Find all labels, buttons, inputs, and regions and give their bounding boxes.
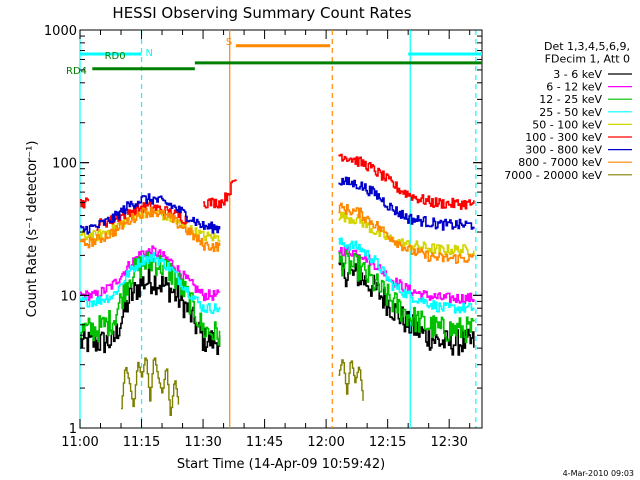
series-3-line [80,252,221,314]
legend: Det 1,3,4,5,6,9,FDecim 1, Att 0 3 - 6 keV… [504,40,632,182]
state-bars: N S RD0 RD4 [66,37,482,77]
y-axis-label: Count Rate (s⁻¹ detector⁻¹) [25,141,40,318]
series-7-line [338,202,475,264]
legend-entry-label: 300 - 800 keV [525,144,602,157]
series-7 [80,202,475,264]
series-5-line [203,179,237,209]
x-axis-ticks: 11:00 11:15 11:30 11:45 12:00 12:15 12:30 [61,30,471,450]
x-tick-label: 11:30 [184,435,221,450]
legend-header: FDecim 1, Att 0 [545,53,630,66]
chart-title: HESSI Observing Summary Count Rates [112,4,411,22]
y-axis-ticks: 1 10 100 1000 [44,24,482,437]
series-3 [80,237,475,314]
y-tick-label: 100 [52,157,77,172]
series-6-line [338,176,475,231]
legend-entry-label: 100 - 300 keV [525,131,602,144]
data-series [80,153,475,416]
x-tick-label: 11:15 [123,435,160,450]
series-1-line [338,246,475,305]
legend-entry-label: 6 - 12 keV [546,81,602,94]
series-4-line [338,211,475,256]
series-5-line [80,197,89,209]
x-tick-label: 12:15 [369,435,406,450]
x-tick-label: 12:30 [430,435,467,450]
y-tick-label: 1 [69,422,77,437]
legend-entry-label: 25 - 50 keV [539,106,602,119]
series-5-line [338,153,475,210]
x-tick-label: 11:00 [61,435,98,450]
legend-entry-label: 12 - 25 keV [539,93,602,106]
state-bar-label-0: N [146,48,153,59]
series-1 [80,245,475,305]
series-2-line [80,251,221,346]
series-2 [80,250,475,346]
vertical-markers [79,30,477,428]
x-axis-label: Start Time (14-Apr-09 10:59:42) [177,457,385,472]
legend-entry-label: 50 - 100 keV [532,118,602,131]
state-bar-label-2: RD0 [105,51,126,62]
series-6 [80,176,475,235]
series-8-line [338,359,364,401]
state-bar-label-3: RD4 [66,66,87,77]
state-bar-label-1: S [226,37,232,48]
series-8 [121,357,364,416]
x-tick-label: 11:45 [246,435,283,450]
y-tick-label: 10 [60,289,77,304]
legend-header: Det 1,3,4,5,6,9, [544,40,630,53]
y-tick-label: 1000 [44,24,77,39]
series-1-line [80,245,221,302]
legend-entry-label: 7000 - 20000 keV [504,169,602,182]
legend-entry-label: 800 - 7000 keV [518,156,602,169]
series-3-line [338,237,475,314]
series-8-line [121,357,180,416]
date-stamp: 4-Mar-2010 09:03 [563,469,634,478]
series-0-line [80,268,221,355]
series-6-line [80,193,221,235]
x-tick-label: 12:00 [307,435,344,450]
legend-entry-label: 3 - 6 keV [553,68,602,81]
series-7-line [80,206,221,253]
series-2-line [338,250,475,344]
